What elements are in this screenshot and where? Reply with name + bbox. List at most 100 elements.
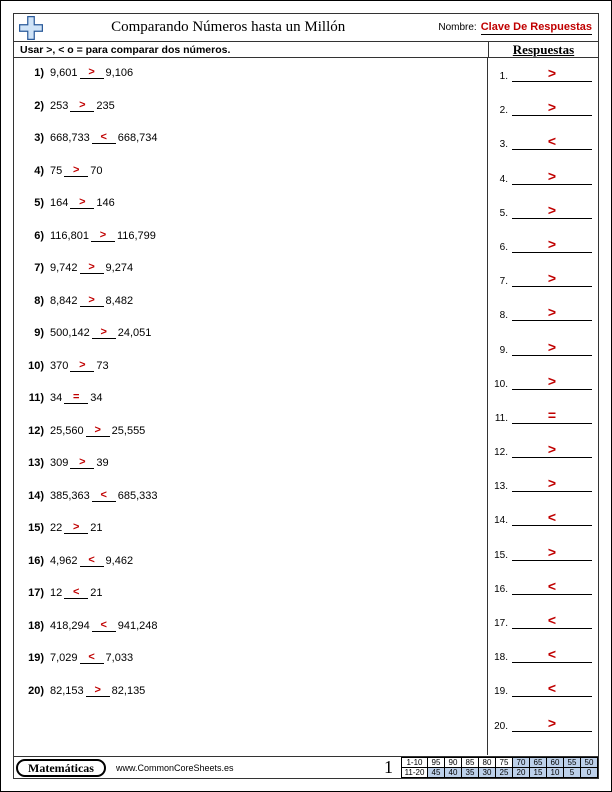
answer-number: 10. — [494, 379, 508, 390]
score-row-label: 1-10 — [402, 758, 428, 768]
score-cell: 30 — [479, 768, 496, 778]
answer-number: 3. — [494, 139, 508, 150]
problem-row: 9)500,142>24,051 — [22, 326, 479, 339]
problem-left-value: 309 — [50, 457, 68, 469]
problem-row: 13)309>39 — [22, 456, 479, 469]
comparison-blank: > — [70, 196, 94, 209]
score-cell: 95 — [428, 758, 445, 768]
score-cell: 80 — [479, 758, 496, 768]
score-cell: 25 — [496, 768, 513, 778]
problem-left-value: 34 — [50, 392, 62, 404]
answer-value: < — [512, 613, 592, 629]
score-row-label: 11-20 — [402, 768, 428, 778]
answer-row: 8.> — [494, 305, 592, 321]
comparison-blank: = — [64, 391, 88, 404]
problem-right-value: 25,555 — [112, 425, 146, 437]
problem-row: 19)7,029<7,033 — [22, 651, 479, 664]
problem-row: 5)164>146 — [22, 196, 479, 209]
answer-row: 16.< — [494, 579, 592, 595]
answer-row: 10. > — [494, 374, 592, 390]
problem-number: 17) — [22, 587, 44, 599]
answer-value: > — [512, 374, 592, 390]
score-cell: 50 — [581, 758, 598, 768]
answer-row: 17. < — [494, 613, 592, 629]
answer-number: 16. — [494, 584, 508, 595]
problem-left-value: 370 — [50, 360, 68, 372]
problem-number: 5) — [22, 197, 44, 209]
answer-row: 1.> — [494, 66, 592, 82]
comparison-blank: < — [92, 489, 116, 502]
score-cell: 90 — [445, 758, 462, 768]
answer-value: > — [512, 100, 592, 116]
problem-number: 14) — [22, 490, 44, 502]
answer-number: 19. — [494, 686, 508, 697]
score-cell: 20 — [513, 768, 530, 778]
answer-value: < — [512, 647, 592, 663]
answer-value: < — [512, 134, 592, 150]
comparison-blank: > — [86, 684, 110, 697]
problem-right-value: 73 — [96, 360, 108, 372]
answers-column: 1.>2.>3.<4.>5.>6.>7.>8.>9.>10.>11.=12.>1… — [488, 58, 598, 755]
answer-row: 7.> — [494, 271, 592, 287]
answer-number: 5. — [494, 208, 508, 219]
problem-left-value: 9,601 — [50, 67, 78, 79]
score-cell: 75 — [496, 758, 513, 768]
answer-number: 9. — [494, 345, 508, 356]
answer-number: 20. — [494, 721, 508, 732]
score-cell: 40 — [445, 768, 462, 778]
answer-number: 13. — [494, 481, 508, 492]
problem-number: 2) — [22, 100, 44, 112]
problem-row: 12)25,560>25,555 — [22, 424, 479, 437]
answer-row: 6.> — [494, 237, 592, 253]
problem-right-value: 21 — [90, 522, 102, 534]
score-cell: 85 — [462, 758, 479, 768]
problem-number: 15) — [22, 522, 44, 534]
answer-number: 12. — [494, 447, 508, 458]
answer-value: > — [512, 305, 592, 321]
problem-right-value: 24,051 — [118, 327, 152, 339]
logo-icon — [14, 14, 48, 42]
answer-row: 18. < — [494, 647, 592, 663]
comparison-blank: > — [64, 164, 88, 177]
problem-row: 10)370>73 — [22, 359, 479, 372]
problem-number: 11) — [22, 392, 44, 404]
answer-row: 11.= — [494, 408, 592, 424]
score-cell: 15 — [530, 768, 547, 778]
answer-number: 17. — [494, 618, 508, 629]
answer-value: > — [512, 545, 592, 561]
problem-row: 15) 22>21 — [22, 521, 479, 534]
answer-row: 2.> — [494, 100, 592, 116]
answer-number: 4. — [494, 174, 508, 185]
problem-row: 16)4,962<9,462 — [22, 554, 479, 567]
page-number: 1 — [384, 757, 393, 778]
answer-value: > — [512, 442, 592, 458]
answer-row: 4.> — [494, 169, 592, 185]
problem-number: 6) — [22, 230, 44, 242]
problem-right-value: 82,135 — [112, 685, 146, 697]
problem-left-value: 7,029 — [50, 652, 78, 664]
score-cell: 0 — [581, 768, 598, 778]
problem-right-value: 9,106 — [106, 67, 134, 79]
answer-row: 3. < — [494, 134, 592, 150]
score-cell: 55 — [564, 758, 581, 768]
problem-number: 12) — [22, 425, 44, 437]
body-area: 1)9,601>9,1062)253>2353)668,733<668,7344… — [14, 58, 598, 755]
problem-right-value: 9,462 — [106, 555, 134, 567]
problem-number: 10) — [22, 360, 44, 372]
problem-right-value: 21 — [90, 587, 102, 599]
answer-number: 18. — [494, 652, 508, 663]
problem-row: 14)385,363<685,333 — [22, 489, 479, 502]
problem-left-value: 22 — [50, 522, 62, 534]
answer-row: 20.> — [494, 716, 592, 732]
answer-number: 14. — [494, 515, 508, 526]
comparison-blank: > — [64, 521, 88, 534]
comparison-blank: > — [86, 424, 110, 437]
comparison-blank: < — [80, 554, 104, 567]
problem-left-value: 4,962 — [50, 555, 78, 567]
answer-value: > — [512, 476, 592, 492]
problem-right-value: 685,333 — [118, 490, 158, 502]
problem-number: 9) — [22, 327, 44, 339]
problem-right-value: 39 — [96, 457, 108, 469]
score-cell: 45 — [428, 768, 445, 778]
problem-number: 3) — [22, 132, 44, 144]
